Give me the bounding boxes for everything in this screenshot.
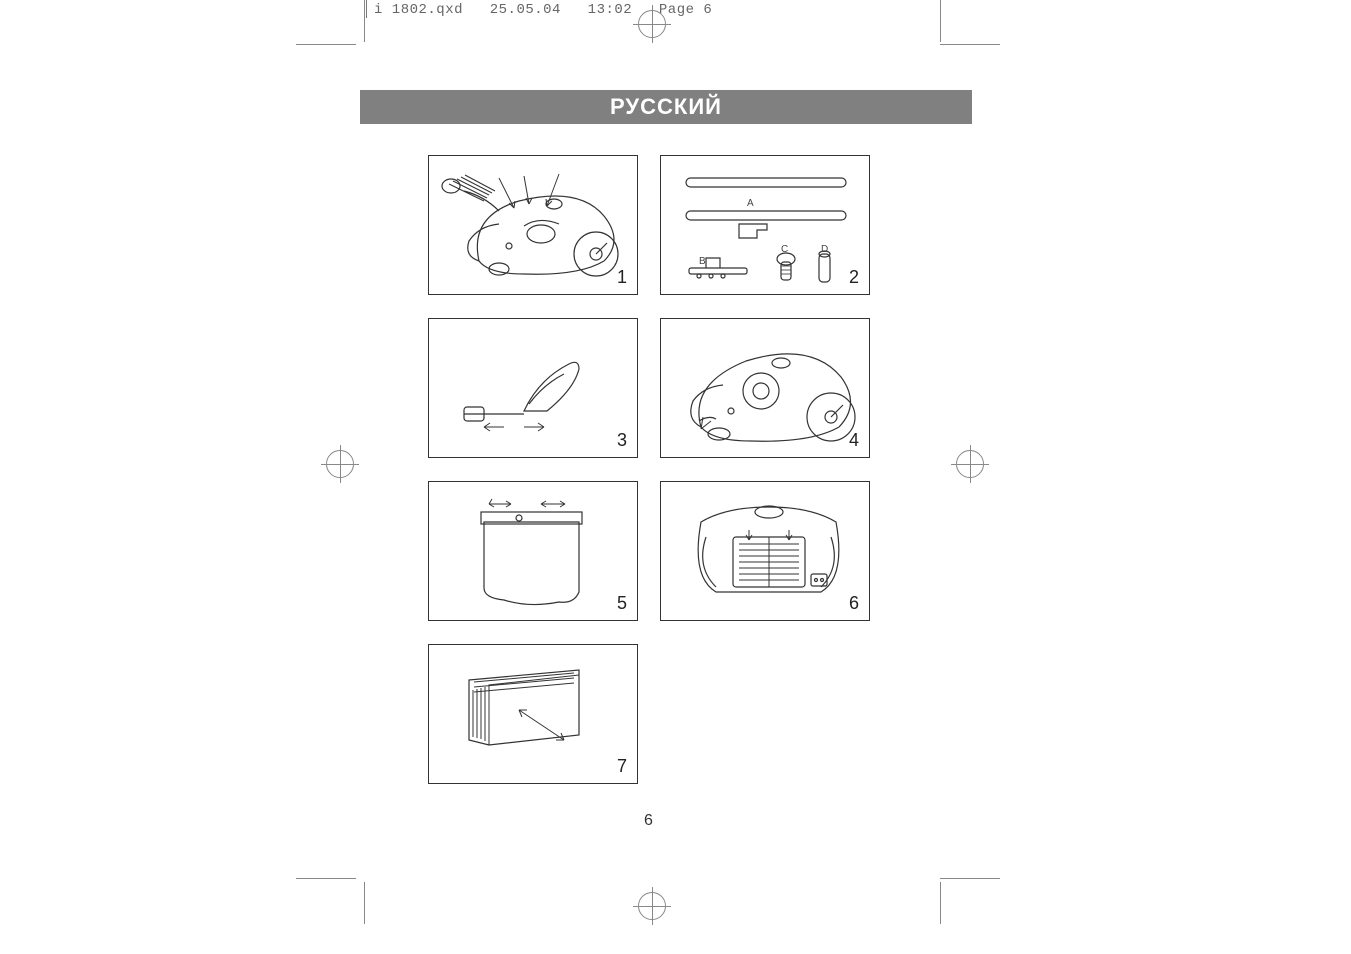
- figure-panel-7: 7: [428, 644, 638, 784]
- header-filename: i 1802.qxd: [374, 2, 463, 18]
- figure-number: 3: [617, 430, 627, 451]
- hose-grip-icon: [429, 319, 639, 459]
- page-number: 6: [644, 812, 653, 830]
- dust-bag-icon: [429, 482, 639, 622]
- figure-panel-5: 5: [428, 481, 638, 621]
- language-title-bar: РУССКИЙ: [360, 90, 972, 124]
- label-b: B: [699, 256, 706, 267]
- header-time: 13:02: [588, 2, 633, 18]
- crop-mark: [364, 0, 365, 42]
- figure-panel-6: 6: [660, 481, 870, 621]
- figure-number: 1: [617, 267, 627, 288]
- figure-number: 7: [617, 756, 627, 777]
- crop-mark: [364, 882, 365, 924]
- accessories-icon: [661, 156, 871, 296]
- figure-number: 2: [849, 267, 859, 288]
- figure-number: 5: [617, 593, 627, 614]
- language-title: РУССКИЙ: [610, 94, 722, 120]
- filter-insert-icon: [429, 645, 639, 785]
- registration-mark-icon: [638, 10, 666, 38]
- vacuum-rear-filter-icon: [661, 482, 871, 622]
- figure-panel-2: A B C D 2: [660, 155, 870, 295]
- crop-mark: [940, 878, 1000, 879]
- crop-mark: [940, 44, 1000, 45]
- label-d: D: [821, 244, 828, 255]
- crop-mark: [940, 882, 941, 924]
- label-c: C: [781, 244, 788, 255]
- figure-number: 6: [849, 593, 859, 614]
- label-a: A: [747, 198, 754, 209]
- figure-panel-3: 3: [428, 318, 638, 458]
- crop-mark: [296, 44, 356, 45]
- crop-mark: [940, 0, 941, 42]
- vacuum-with-hose-icon: [429, 156, 639, 296]
- figure-panel-1: 1: [428, 155, 638, 295]
- vacuum-body-icon: [661, 319, 871, 459]
- header-date: 25.05.04: [490, 2, 561, 18]
- header-tick: [366, 0, 367, 18]
- figure-panel-4: 4: [660, 318, 870, 458]
- registration-mark-icon: [956, 450, 984, 478]
- registration-mark-icon: [638, 892, 666, 920]
- registration-mark-icon: [326, 450, 354, 478]
- crop-mark: [296, 878, 356, 879]
- header-page-label: Page 6: [659, 2, 712, 18]
- figure-number: 4: [849, 430, 859, 451]
